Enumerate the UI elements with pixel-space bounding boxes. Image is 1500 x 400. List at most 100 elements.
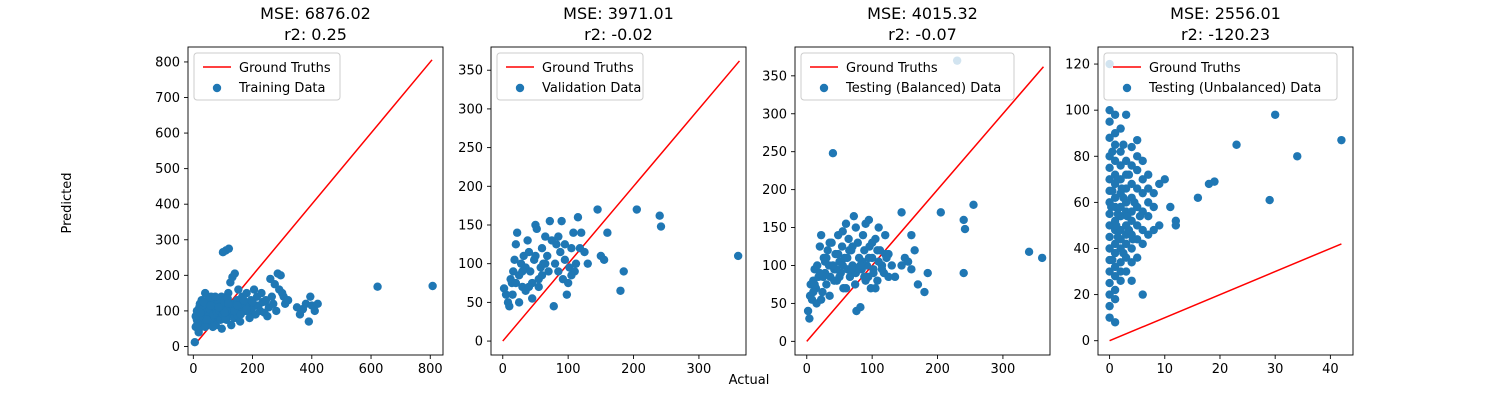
data-point bbox=[864, 215, 874, 225]
data-point bbox=[825, 291, 834, 301]
legend-marker-swatch bbox=[212, 83, 222, 93]
chart-panel-2: MSE: 3971.01 r2: -0.02 0 100 200 300 0 50 100 150… bbox=[458, 4, 747, 377]
data-point bbox=[887, 261, 896, 270]
data-point bbox=[877, 265, 887, 274]
data-point bbox=[920, 287, 929, 297]
data-point bbox=[310, 306, 319, 316]
data-point bbox=[1110, 295, 1120, 304]
plot-area bbox=[499, 60, 743, 342]
data-point bbox=[1132, 253, 1142, 262]
x-tick-label: 0 bbox=[1105, 362, 1113, 377]
data-point bbox=[1119, 140, 1128, 149]
data-point bbox=[511, 278, 521, 288]
x-tick-label: 0 bbox=[499, 362, 507, 377]
plot-area bbox=[1105, 59, 1346, 342]
data-point bbox=[214, 303, 224, 312]
data-point bbox=[194, 326, 203, 335]
data-point bbox=[428, 281, 437, 291]
x-tick-label: 300 bbox=[687, 362, 712, 377]
data-point bbox=[816, 295, 826, 304]
data-point bbox=[1113, 175, 1123, 184]
legend: Ground Truths Validation Data bbox=[496, 52, 644, 101]
data-point bbox=[864, 253, 874, 263]
y-tick-label: 150 bbox=[458, 218, 483, 233]
data-point bbox=[218, 248, 228, 257]
data-point bbox=[304, 317, 314, 326]
y-tick-label: 600 bbox=[155, 127, 180, 142]
data-point bbox=[557, 216, 566, 226]
y-tick-label: 250 bbox=[762, 145, 787, 160]
y-tick-label: 250 bbox=[458, 141, 483, 156]
y-tick-label: 200 bbox=[155, 269, 180, 284]
data-point bbox=[1110, 110, 1120, 119]
data-point bbox=[554, 267, 563, 276]
data-point bbox=[532, 224, 541, 234]
y-tick-label: 300 bbox=[155, 233, 180, 248]
data-point bbox=[1121, 156, 1131, 166]
x-tick-label: 100 bbox=[860, 362, 885, 377]
data-point bbox=[830, 276, 839, 285]
y-tick-label: 80 bbox=[1073, 150, 1090, 165]
data-point bbox=[190, 337, 200, 347]
data-point bbox=[897, 261, 906, 270]
ground-truth-line bbox=[502, 60, 741, 342]
data-point bbox=[1117, 184, 1126, 193]
data-point bbox=[850, 280, 860, 289]
data-point bbox=[873, 276, 882, 285]
data-point bbox=[1121, 239, 1131, 249]
data-point bbox=[1105, 301, 1114, 311]
data-point bbox=[580, 247, 589, 257]
legend-label-series: Testing (Unbalanced) Data bbox=[1148, 81, 1321, 96]
data-point bbox=[1127, 244, 1136, 253]
data-point bbox=[1037, 253, 1047, 263]
data-point bbox=[959, 215, 968, 225]
data-point bbox=[523, 236, 532, 245]
data-point bbox=[577, 228, 586, 237]
y-tick-label: 800 bbox=[155, 55, 180, 70]
y-tick-label: 0 bbox=[172, 340, 180, 355]
data-point bbox=[1265, 195, 1274, 205]
data-point bbox=[524, 282, 534, 292]
ground-truth-line bbox=[806, 66, 1045, 342]
data-point bbox=[505, 302, 514, 311]
data-point bbox=[856, 261, 865, 270]
data-point bbox=[1132, 135, 1142, 145]
ground-truth-line bbox=[195, 59, 433, 344]
plot-area bbox=[803, 56, 1047, 342]
data-point bbox=[1108, 255, 1117, 265]
legend-label-ground-truths: Ground Truths bbox=[1149, 61, 1241, 76]
data-point bbox=[217, 324, 226, 333]
chart-title-r2: r2: 0.25 bbox=[284, 25, 347, 44]
data-point bbox=[1138, 175, 1147, 184]
data-point bbox=[1123, 212, 1132, 221]
x-tick-label: 200 bbox=[925, 362, 950, 377]
data-point bbox=[1160, 175, 1169, 184]
data-point bbox=[603, 228, 612, 237]
data-point bbox=[234, 285, 243, 294]
data-point bbox=[541, 259, 550, 268]
data-point bbox=[851, 223, 861, 232]
data-point bbox=[537, 244, 547, 253]
data-point bbox=[1132, 184, 1142, 193]
data-point bbox=[1105, 244, 1114, 253]
data-point bbox=[1127, 276, 1136, 285]
y-tick-label: 100 bbox=[458, 257, 483, 272]
data-point bbox=[828, 261, 838, 270]
data-point bbox=[809, 287, 818, 297]
data-point bbox=[1119, 248, 1128, 258]
y-tick-label: 50 bbox=[466, 296, 483, 311]
data-point bbox=[1138, 188, 1147, 198]
data-point bbox=[1110, 156, 1120, 166]
y-tick-label: 100 bbox=[762, 259, 787, 274]
data-point bbox=[230, 269, 239, 278]
data-point bbox=[1113, 232, 1123, 242]
legend-marker-swatch bbox=[819, 83, 829, 93]
y-tick-label: 0 bbox=[1082, 334, 1090, 349]
data-point bbox=[810, 280, 819, 289]
data-point bbox=[563, 278, 573, 288]
data-point bbox=[843, 253, 852, 263]
data-point bbox=[232, 301, 242, 310]
y-tick-label: 150 bbox=[762, 221, 787, 236]
data-point bbox=[1155, 179, 1164, 189]
data-point bbox=[1193, 193, 1203, 202]
